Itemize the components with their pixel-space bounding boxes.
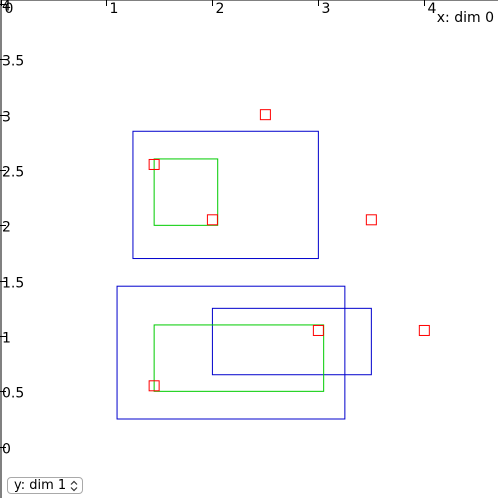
- x-tick-label: 0: [5, 1, 14, 17]
- data-point: [259, 109, 271, 121]
- y-tick-label: 1.5: [2, 276, 24, 292]
- y-tick-label: 0: [2, 442, 11, 458]
- x-axis-label: x: dim 0: [436, 10, 494, 26]
- inner-box: [153, 158, 219, 226]
- x-tick-label: 1: [110, 1, 119, 17]
- data-points: [148, 109, 430, 392]
- data-point: [312, 324, 324, 336]
- stepper-arrows-icon: [70, 479, 78, 492]
- outer-box: [132, 130, 319, 260]
- data-point: [148, 380, 160, 392]
- y-tick-label: 4: [2, 0, 11, 15]
- y-dimension-value: y: dim 1: [14, 478, 67, 493]
- y-tick-label: 0.5: [2, 386, 24, 402]
- data-point: [206, 214, 218, 226]
- data-point: [418, 324, 430, 336]
- y-tick-label: -0.5: [2, 497, 29, 498]
- x-tick-label: 2: [216, 1, 225, 17]
- y-tick-label: 3.5: [2, 54, 24, 70]
- outer-box: [211, 307, 372, 376]
- x-tick-label: 4: [428, 1, 437, 17]
- outer-box: [116, 285, 346, 420]
- y-tick-label: 1: [2, 331, 11, 347]
- y-tick-label: 2.5: [2, 165, 24, 181]
- outer-boxes: [116, 130, 372, 420]
- data-point: [148, 158, 160, 170]
- inner-box: [153, 324, 325, 392]
- data-point: [365, 214, 377, 226]
- y-tick-label: 2: [2, 220, 11, 236]
- y-tick-label: 3: [2, 110, 11, 126]
- inner-boxes: [153, 158, 325, 392]
- y-dimension-select[interactable]: y: dim 1: [7, 477, 84, 494]
- x-tick-label: 3: [322, 1, 331, 17]
